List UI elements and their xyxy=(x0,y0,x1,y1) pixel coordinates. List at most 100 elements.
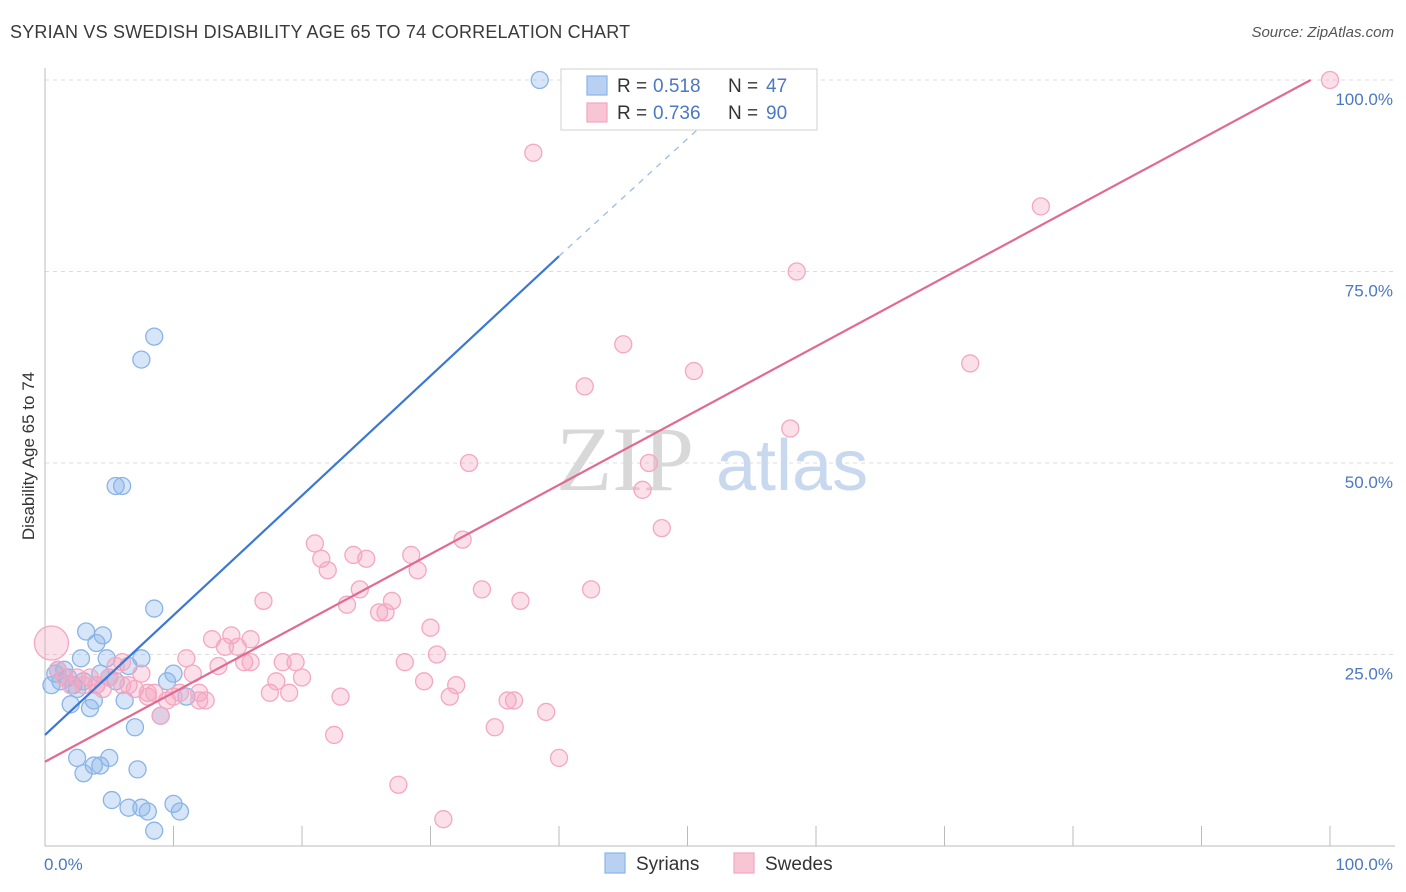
swedes-point xyxy=(382,591,402,611)
swedes-point xyxy=(215,637,235,656)
swedes-point xyxy=(511,591,530,611)
swedes-point xyxy=(652,518,671,538)
legend-n-label-swedes: N = xyxy=(728,103,758,124)
syrians-point xyxy=(102,790,121,810)
swedes-point xyxy=(447,675,466,695)
y-axis-label: Disability Age 65 to 74 xyxy=(19,372,38,540)
legend-n-label-syrians: N = xyxy=(728,76,758,97)
swedes-point xyxy=(241,653,260,672)
swedes-point xyxy=(395,653,414,672)
swedes-point xyxy=(138,683,157,702)
swedes-point xyxy=(427,645,447,664)
swedes-point xyxy=(639,453,659,473)
swedes-point xyxy=(112,675,132,695)
swedes-point xyxy=(273,653,292,672)
swedes-point xyxy=(369,603,389,622)
swedes-point xyxy=(549,748,569,768)
syrians-point xyxy=(132,798,151,817)
swedes-point xyxy=(1320,70,1340,90)
swedes-point xyxy=(498,691,517,710)
swedes-point xyxy=(318,561,337,580)
syrians-point xyxy=(125,718,145,737)
swedes-point xyxy=(781,419,800,438)
swedes-point xyxy=(961,354,980,373)
legend-swatch-swedes xyxy=(586,102,608,123)
swedes-point xyxy=(472,580,492,599)
series-syrians xyxy=(42,70,549,840)
swedes-point xyxy=(575,377,594,396)
swedes-point xyxy=(524,143,543,162)
swedes-point xyxy=(421,618,440,637)
y-tick-label-0: 25.0% xyxy=(1345,665,1393,684)
syrians-point xyxy=(84,756,103,775)
syrians-point xyxy=(164,664,183,683)
source-label: Source: ZipAtlas.com xyxy=(1251,24,1394,41)
swedes-point xyxy=(33,625,70,661)
watermark-atlas: atlas xyxy=(716,426,868,506)
data-points xyxy=(33,70,1340,840)
swedes-point xyxy=(87,675,106,695)
syrians-point xyxy=(74,764,93,783)
bottom-legend-syrians: Syrians xyxy=(636,854,699,875)
swedes-point xyxy=(614,335,633,354)
y-tick-label-2: 75.0% xyxy=(1345,282,1393,301)
syrians-point xyxy=(119,798,138,817)
swedes-point xyxy=(331,687,350,706)
swedes-point xyxy=(177,649,196,668)
syrians-point xyxy=(100,748,119,768)
x-tick-label-0: 0.0% xyxy=(44,855,83,874)
swedes-point xyxy=(504,691,524,710)
y-tick-label-3: 100.0% xyxy=(1335,90,1393,109)
grid-lines xyxy=(45,79,1395,655)
swedes-point xyxy=(279,683,299,702)
syrians-point xyxy=(132,350,151,369)
bottom-legend-swedes: Swedes xyxy=(765,854,833,875)
swedes-point xyxy=(267,672,286,691)
swedes-point xyxy=(305,534,325,553)
legend-r-value-swedes: 0.736 xyxy=(653,103,701,124)
swedes-point xyxy=(196,691,215,710)
syrians-point xyxy=(170,802,190,821)
swedes-point xyxy=(376,603,395,622)
swedes-point xyxy=(537,702,556,722)
syrians-point xyxy=(106,476,125,496)
syrians-point xyxy=(530,70,549,90)
syrians-point xyxy=(93,626,112,645)
trend-lines xyxy=(44,79,1312,763)
swedes-point xyxy=(286,653,305,672)
swedes-point xyxy=(151,706,170,725)
syrians-point xyxy=(128,760,147,779)
swedes-point xyxy=(787,262,806,281)
syrians-point xyxy=(145,599,164,618)
legend-r-label-swedes: R = xyxy=(617,103,647,124)
chart-title: SYRIAN VS SWEDISH DISABILITY AGE 65 TO 7… xyxy=(10,22,631,42)
swedes-point xyxy=(312,549,331,568)
swedes-point xyxy=(241,630,260,649)
swedes-point xyxy=(132,664,151,683)
syrians-point xyxy=(132,649,151,668)
watermark: ZIP atlas xyxy=(556,408,868,510)
swedes-point xyxy=(389,775,408,794)
syrians-point xyxy=(145,821,164,840)
swedes-point xyxy=(633,480,652,499)
bottom-legend-swatch-swedes xyxy=(733,852,755,874)
swedes-point xyxy=(324,725,344,745)
swedes-point xyxy=(1031,197,1051,216)
swedes-point xyxy=(684,361,704,381)
y-tick-label-1: 50.0% xyxy=(1345,473,1393,492)
syrians-point xyxy=(112,476,132,496)
swedes-trend-line xyxy=(44,79,1312,763)
swedes-point xyxy=(254,591,273,611)
syrians-point xyxy=(71,649,91,668)
bottom-legend-swatch-syrians xyxy=(604,852,626,874)
series-legend: Syrians Swedes xyxy=(604,852,833,875)
correlation-legend: R = 0.518 N = 47 R = 0.736 N = 90 xyxy=(560,68,818,131)
swedes-point xyxy=(459,453,479,473)
swedes-point xyxy=(190,691,209,710)
legend-n-value-syrians: 47 xyxy=(766,76,787,97)
x-tick-label-1: 100.0% xyxy=(1335,855,1393,874)
swedes-point xyxy=(357,549,376,568)
syrians-trend-line xyxy=(44,255,560,736)
swedes-point xyxy=(414,672,434,691)
